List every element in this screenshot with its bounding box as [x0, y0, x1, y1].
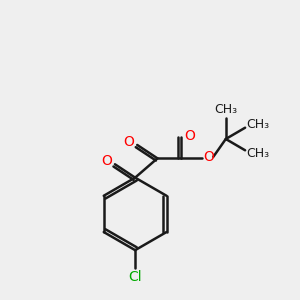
Text: CH₃: CH₃ [214, 103, 237, 116]
Text: O: O [203, 150, 214, 164]
Text: O: O [184, 129, 195, 143]
Text: CH₃: CH₃ [246, 147, 269, 160]
Text: O: O [124, 135, 134, 149]
Text: CH₃: CH₃ [246, 118, 269, 131]
Text: Cl: Cl [128, 270, 142, 284]
Text: O: O [101, 154, 112, 168]
